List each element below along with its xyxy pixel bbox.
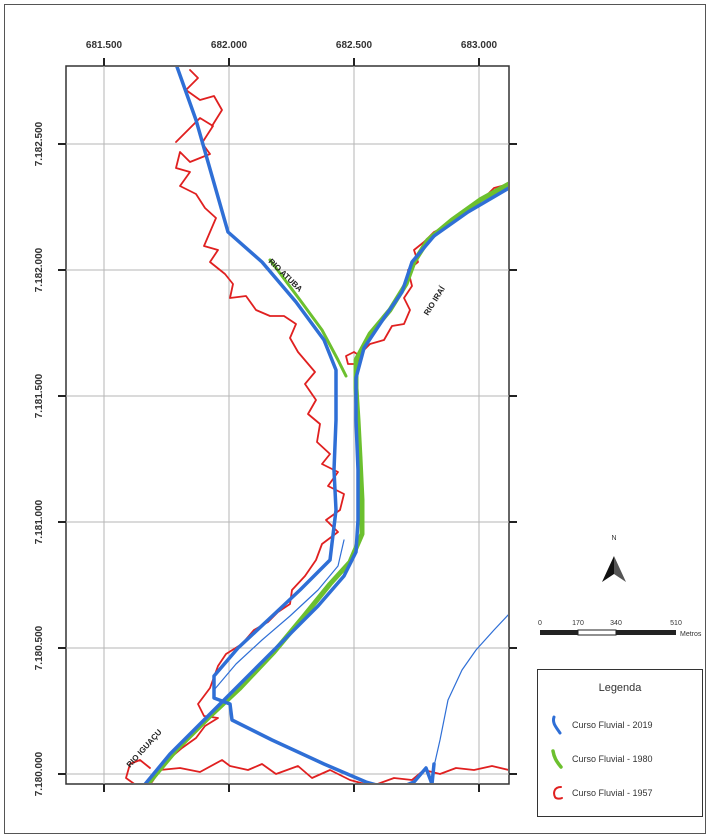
north-label: N [611,535,616,542]
y-tick-label-3: 7.181.500 [34,373,45,418]
y-tick-label-5: 7.180.500 [34,625,45,670]
x-tick-label-2: 682.000 [211,40,248,51]
x-tick-label-4: 683.000 [461,40,498,51]
map-area [65,65,510,785]
north-arrow-icon: N [602,535,626,582]
scale-label-1: 170 [572,620,584,627]
legend-label-1957: Curso Fluvial - 1957 [572,788,653,798]
scale-label-2: 340 [610,620,622,627]
river-course-1957-icon [553,786,563,800]
tick-marks [58,58,517,792]
legend-title: Legenda [598,682,642,694]
legend: Legenda Curso Fluvial - 2019 Curso Fluvi… [537,669,703,817]
river-course-1957 [125,117,508,783]
scale-label-0: 0 [538,620,542,627]
river-course-2019-icon [552,715,562,735]
river-course-2019-inner [213,539,345,691]
scale-bar: 0 170 340 510 Metros [538,620,702,638]
y-tick-label-2: 7.182.000 [34,247,45,292]
y-tick-label-6: 7.180.000 [34,751,45,796]
river-course-2019-tributary [429,614,508,783]
river-course-2019 [175,67,436,783]
legend-label-1980: Curso Fluvial - 1980 [572,754,653,764]
y-tick-label-4: 7.181.000 [34,499,45,544]
x-tick-label-1: 681.500 [86,40,123,51]
x-tick-label-3: 682.500 [336,40,373,51]
y-tick-label-1: 7.182.500 [34,121,45,166]
legend-item-1980: Curso Fluvial - 1980 [550,748,653,770]
river-course-1980-icon [551,749,563,769]
map-grid [66,66,509,784]
river-course-2019-iguacu [143,186,508,783]
legend-item-2019: Curso Fluvial - 2019 [550,714,653,736]
river-course-1980-atuba [268,258,348,378]
legend-item-1957: Curso Fluvial - 1957 [550,782,653,804]
scale-unit: Metros [680,631,702,638]
legend-label-2019: Curso Fluvial - 2019 [572,720,653,730]
river-course-1957-upper [185,69,223,127]
scale-label-3: 510 [670,620,682,627]
